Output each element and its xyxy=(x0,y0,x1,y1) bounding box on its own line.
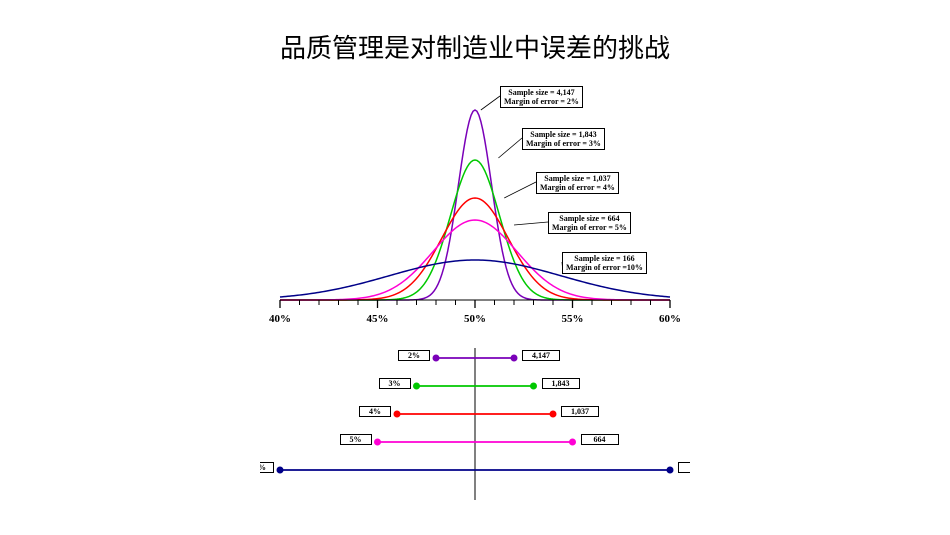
curve-label-box: Sample size = 4,147Margin of error = 2% xyxy=(500,86,620,114)
interval-left-label: 5% xyxy=(340,434,372,450)
interval-right-label: 1,037 xyxy=(561,406,599,422)
leader-line xyxy=(504,182,536,198)
interval-left-label: 10% xyxy=(260,462,274,478)
x-axis-label: 50% xyxy=(464,313,486,325)
interval-marker-left xyxy=(277,467,284,474)
interval-left-label: 2% xyxy=(398,350,430,366)
curve-label-box: Sample size = 664Margin of error = 5% xyxy=(548,212,668,240)
curve-label-box: Sample size = 1,843Margin of error = 3% xyxy=(522,128,642,156)
leader-line xyxy=(514,222,548,225)
curve-label-box: Sample size = 166Margin of error =10% xyxy=(562,252,682,280)
interval-left-label: 3% xyxy=(379,378,411,394)
leader-line xyxy=(498,138,522,158)
interval-right-label: 166 xyxy=(678,462,690,478)
chart-container: 40% 45% 50% 55% 60% Sample size = 4,147Margin… xyxy=(260,80,690,520)
interval-marker-left xyxy=(413,383,420,390)
x-axis-label: 45% xyxy=(367,313,389,325)
x-axis-label: 40% xyxy=(269,313,291,325)
interval-marker-left xyxy=(374,439,381,446)
interval-marker-right xyxy=(569,439,576,446)
interval-marker-right xyxy=(530,383,537,390)
interval-marker-right xyxy=(511,355,518,362)
interval-marker-left xyxy=(394,411,401,418)
x-axis-label: 60% xyxy=(659,313,681,325)
interval-marker-right xyxy=(550,411,557,418)
leader-line xyxy=(481,96,500,110)
x-axis-label: 55% xyxy=(562,313,584,325)
interval-marker-right xyxy=(667,467,674,474)
interval-left-label: 4% xyxy=(359,406,391,422)
curve-label-box: Sample size = 1,037Margin of error = 4% xyxy=(536,172,656,200)
interval-right-label: 664 xyxy=(581,434,619,450)
chart-svg: 40% 45% 50% 55% 60% Sample size = 4,147Margin… xyxy=(260,80,690,520)
interval-right-label: 1,843 xyxy=(542,378,580,394)
page-title: 品质管理是对制造业中误差的挑战 xyxy=(0,0,950,65)
interval-marker-left xyxy=(433,355,440,362)
interval-right-label: 4,147 xyxy=(522,350,560,366)
